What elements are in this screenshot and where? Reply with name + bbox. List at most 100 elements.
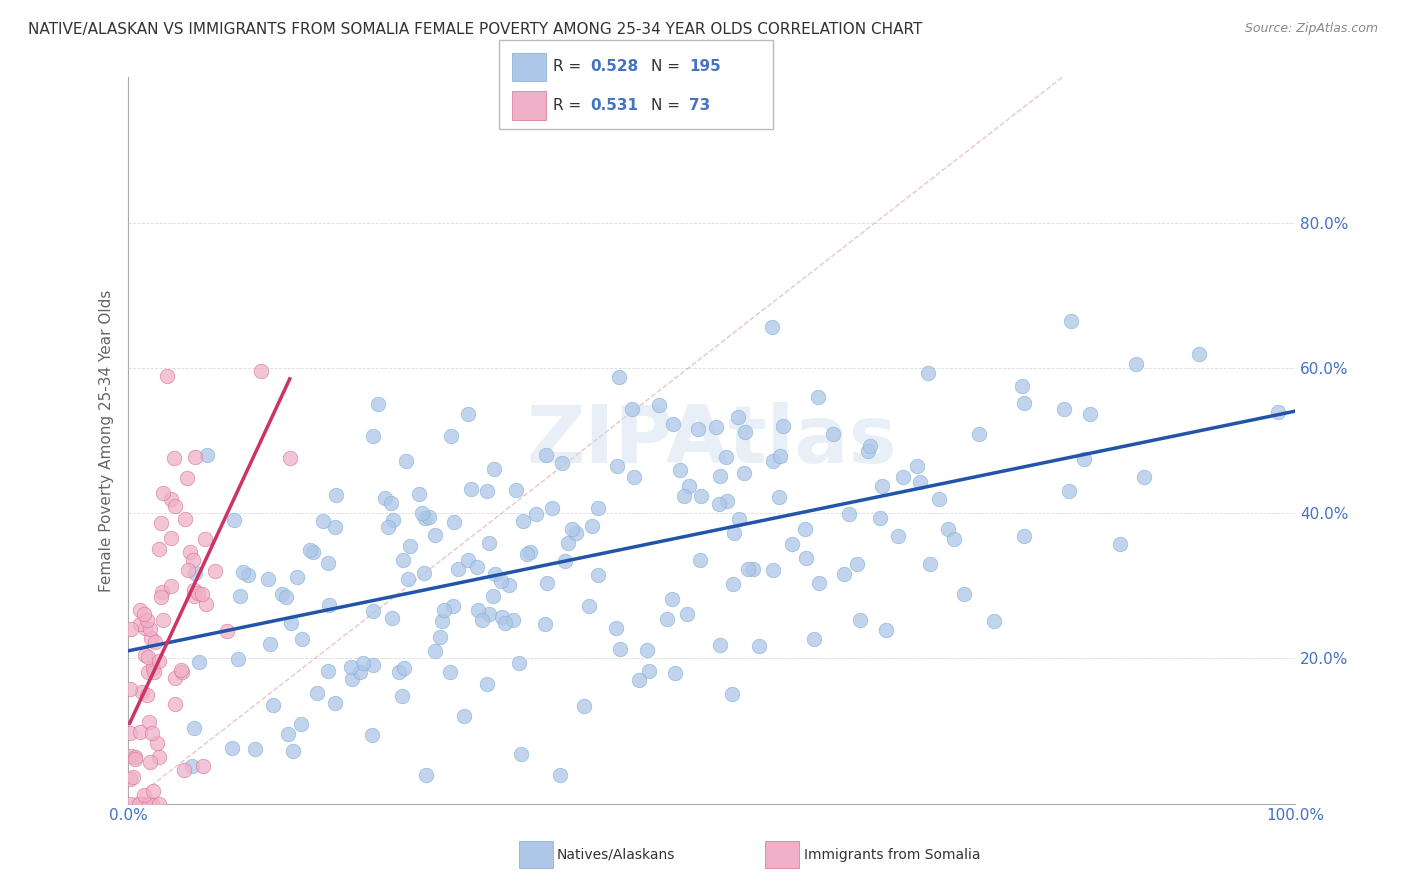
Point (664, 666, 686, 681)
Point (491, 610, 513, 624)
Point (156, 369, 179, 384)
Point (285, 570, 308, 584)
Point (278, 451, 301, 466)
Point (502, 613, 524, 627)
Point (721, 687, 744, 701)
Point (159, 491, 181, 506)
Point (361, 728, 384, 742)
Point (120, 622, 142, 636)
Point (484, 462, 506, 476)
Point (508, 657, 530, 671)
Point (415, 767, 437, 781)
Point (184, 450, 207, 464)
Point (352, 657, 374, 671)
Point (243, 742, 266, 756)
Point (1053, 401, 1076, 416)
Point (628, 673, 651, 687)
Point (1060, 314, 1083, 328)
Point (302, 545, 325, 559)
Point (936, 522, 959, 536)
Point (380, 496, 402, 510)
Text: 0.528: 0.528 (591, 60, 638, 74)
Point (430, 615, 453, 629)
Point (565, 526, 588, 541)
Point (177, 563, 200, 577)
Point (1267, 405, 1289, 419)
Point (1188, 346, 1211, 360)
Point (661, 591, 683, 606)
Point (128, 616, 150, 631)
Point (793, 522, 815, 536)
Point (340, 672, 363, 686)
Point (716, 494, 738, 508)
Point (748, 639, 770, 653)
Point (299, 542, 322, 557)
Point (290, 716, 312, 731)
Point (460, 482, 482, 496)
Point (727, 410, 749, 425)
Point (394, 454, 416, 468)
Point (124, 752, 146, 766)
Point (647, 398, 669, 412)
Text: ZIPAtlas: ZIPAtlas (526, 401, 897, 480)
Point (605, 621, 627, 635)
Point (136, 665, 159, 680)
Point (274, 591, 297, 605)
Point (723, 577, 745, 591)
Point (134, 621, 156, 635)
Point (494, 616, 516, 631)
Point (478, 607, 501, 621)
Point (374, 491, 396, 505)
Point (228, 589, 250, 603)
Point (510, 747, 533, 761)
Point (769, 449, 792, 463)
Point (165, 499, 187, 513)
Point (191, 759, 214, 773)
Point (367, 397, 389, 411)
Point (163, 450, 186, 465)
Point (581, 519, 603, 533)
Point (128, 797, 150, 811)
Point (561, 522, 583, 536)
Point (129, 725, 152, 739)
Point (606, 458, 628, 473)
Point (837, 508, 859, 522)
Point (669, 463, 692, 477)
Point (411, 506, 433, 520)
Point (808, 575, 831, 590)
Point (180, 759, 202, 773)
Text: 0.531: 0.531 (591, 98, 638, 112)
Point (132, 607, 155, 621)
Point (349, 665, 371, 679)
Point (139, 755, 162, 769)
Point (762, 454, 785, 468)
Point (118, 772, 141, 787)
Point (737, 562, 759, 576)
Point (181, 553, 204, 567)
Point (174, 511, 197, 525)
Point (124, 750, 146, 764)
Point (621, 401, 644, 416)
Point (1014, 395, 1036, 409)
Point (548, 767, 571, 781)
Point (118, 797, 141, 811)
Point (440, 429, 463, 443)
Point (707, 497, 730, 511)
Point (160, 531, 183, 545)
Point (134, 797, 156, 811)
Point (381, 611, 404, 625)
Point (396, 572, 419, 586)
Point (498, 577, 520, 591)
Point (457, 553, 479, 567)
Point (918, 557, 941, 571)
Point (323, 696, 346, 710)
Point (524, 507, 547, 521)
Point (173, 763, 195, 777)
Point (762, 563, 785, 577)
Point (291, 632, 314, 646)
Point (425, 527, 447, 541)
Point (1073, 451, 1095, 466)
Point (856, 444, 879, 458)
Point (323, 520, 346, 534)
Point (277, 727, 299, 741)
